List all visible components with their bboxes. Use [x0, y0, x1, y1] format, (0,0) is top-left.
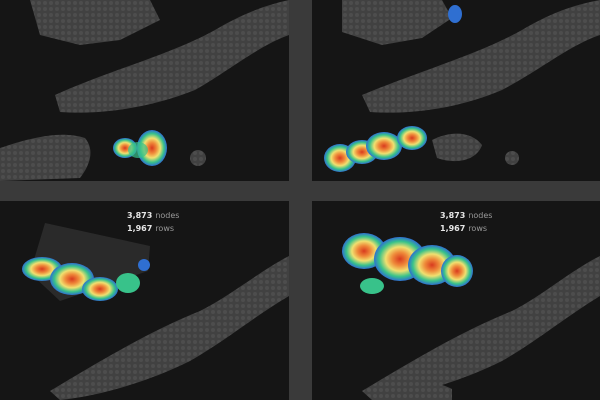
map-panel-top-right[interactable] [312, 0, 600, 181]
rows-label: rows [468, 224, 488, 233]
heat-cluster[interactable] [22, 257, 150, 301]
stats-overlay: 3,873 nodes 1,967 rows [127, 209, 179, 235]
rows-label: rows [155, 224, 175, 233]
heat-cluster[interactable] [342, 233, 473, 294]
rows-stat: 1,967 rows [127, 222, 179, 235]
map-panel-bottom-right[interactable]: 3,873 nodes 1,967 rows [312, 201, 600, 400]
map-canvas[interactable] [312, 201, 600, 400]
landmass-ridge [55, 0, 289, 113]
nodes-count: 3,873 [127, 211, 153, 220]
landmass-southwest [0, 134, 91, 181]
nodes-label: nodes [468, 211, 493, 220]
map-panel-top-left[interactable] [0, 0, 289, 181]
landmass-ridge [50, 256, 289, 400]
nodes-label: nodes [155, 211, 180, 220]
landmass-ridge [362, 0, 600, 113]
landmass-ridge [362, 256, 600, 400]
landmass-north [30, 0, 160, 45]
heat-marker-north[interactable] [448, 5, 462, 23]
map-canvas[interactable] [0, 0, 289, 181]
landmass-islet [505, 151, 519, 165]
landmass-south [372, 379, 452, 400]
landmass-east [432, 133, 482, 162]
map-panel-bottom-left[interactable]: 3,873 nodes 1,967 rows [0, 201, 289, 400]
stats-overlay: 3,873 nodes 1,967 rows [440, 209, 492, 235]
nodes-stat: 3,873 nodes [440, 209, 492, 222]
landmass-islet [190, 150, 206, 166]
rows-stat: 1,967 rows [440, 222, 492, 235]
map-canvas[interactable] [0, 201, 289, 400]
nodes-stat: 3,873 nodes [127, 209, 179, 222]
heat-cluster[interactable] [113, 130, 167, 166]
map-canvas[interactable] [312, 0, 600, 181]
rows-count: 1,967 [440, 224, 466, 233]
nodes-count: 3,873 [440, 211, 466, 220]
landmass-north [342, 0, 452, 45]
rows-count: 1,967 [127, 224, 153, 233]
heat-cluster[interactable] [324, 126, 427, 172]
